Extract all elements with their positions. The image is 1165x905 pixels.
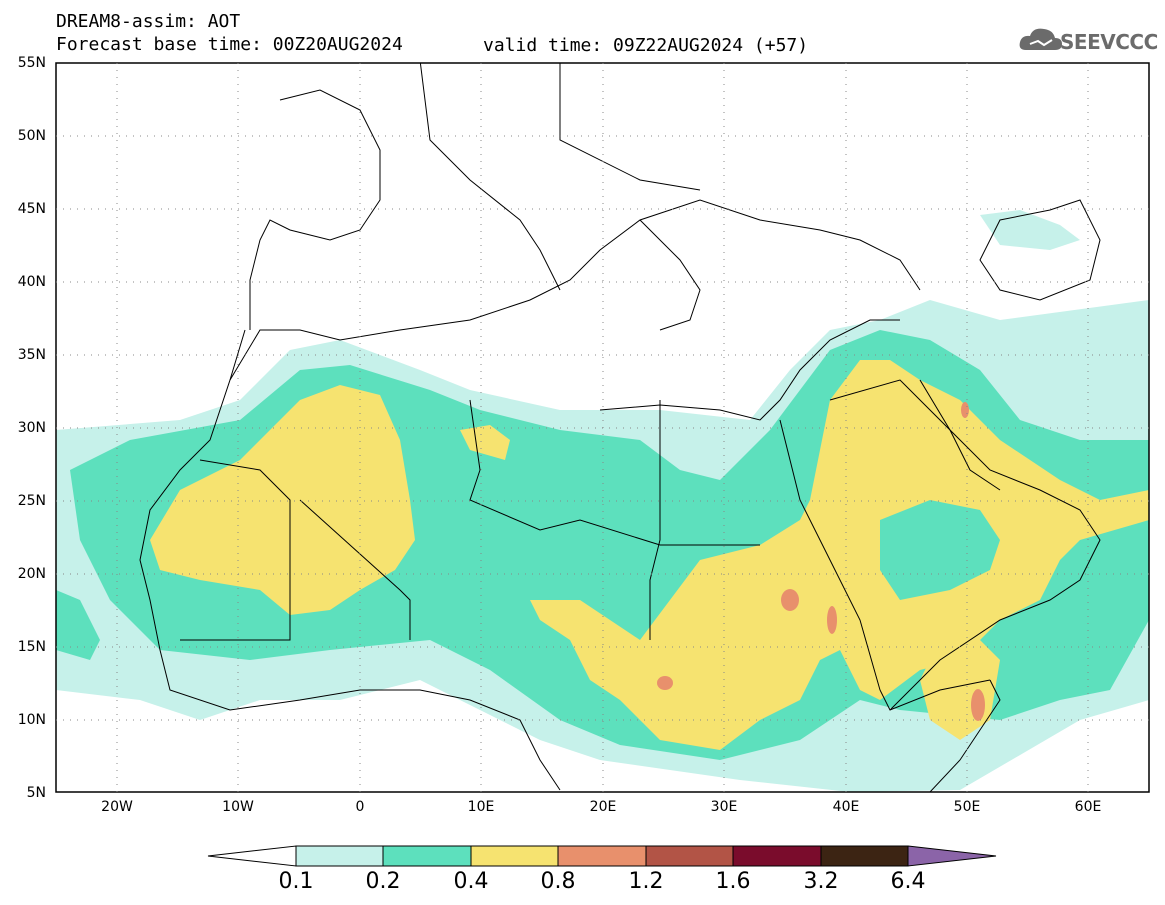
lon-label: 50E [953, 799, 981, 815]
coastlines [139, 63, 1101, 792]
colorbar-label: 1.2 [628, 869, 664, 894]
lat-label: 45N [17, 201, 46, 217]
lon-label: 10E [467, 799, 495, 815]
lon-label: 40E [832, 799, 860, 815]
aot-band-0-4 [150, 360, 1149, 750]
colorbar-label: 6.4 [890, 869, 926, 894]
lat-label: 30N [17, 420, 46, 436]
lat-label: 35N [17, 347, 46, 363]
logo-text: SEEVCCC [1060, 30, 1158, 54]
map-title: DREAM8-assim: AOT [56, 11, 241, 32]
lat-label: 50N [17, 128, 46, 144]
lat-label: 10N [17, 712, 46, 728]
colorbar [207, 845, 997, 867]
lat-label: 5N [26, 785, 46, 801]
colorbar-label: 0.4 [453, 869, 489, 894]
lon-label: 30E [710, 799, 738, 815]
aot-band-0-8 [657, 402, 985, 721]
colorbar-label: 0.8 [540, 869, 576, 894]
lat-label: 25N [17, 493, 46, 509]
cloud-logo-icon [1019, 28, 1062, 50]
lat-label: 20N [17, 566, 46, 582]
lon-label: 20W [101, 799, 133, 815]
colorbar-label: 0.2 [365, 869, 401, 894]
lon-label: 10W [222, 799, 254, 815]
valid-time: valid time: 09Z22AUG2024 (+57) [483, 35, 809, 56]
graticule [56, 63, 1149, 792]
colorbar-label: 3.2 [803, 869, 839, 894]
colorbar-label: 0.1 [278, 869, 314, 894]
lat-label: 15N [17, 639, 46, 655]
lat-label: 40N [17, 274, 46, 290]
lat-label: 55N [17, 55, 46, 71]
colorbar-label: 1.6 [715, 869, 751, 894]
forecast-base-time: Forecast base time: 00Z20AUG2024 [56, 34, 403, 55]
lon-label: 60E [1074, 799, 1102, 815]
lon-label: 0 [355, 799, 365, 815]
lon-label: 20E [589, 799, 617, 815]
